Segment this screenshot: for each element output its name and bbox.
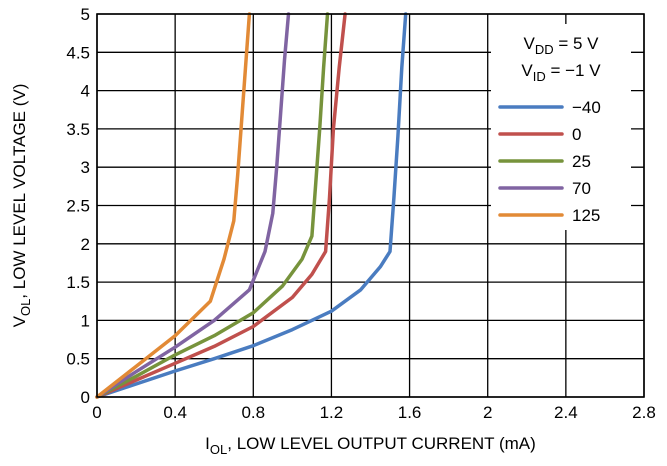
x-tick-label: 1.2 bbox=[320, 403, 344, 422]
series-line-4 bbox=[95, 12, 252, 399]
x-axis-title-sub: OL bbox=[210, 442, 227, 457]
condition-vdd-sub: DD bbox=[535, 42, 554, 57]
legend: −40 0 25 70 125 bbox=[498, 98, 601, 225]
x-axis-title-rest: , LOW LEVEL OUTPUT CURRENT (mA) bbox=[227, 434, 536, 453]
legend-background bbox=[491, 24, 631, 230]
y-axis-title-sub: OL bbox=[18, 299, 33, 316]
legend-label: 70 bbox=[572, 179, 591, 198]
x-tick-label: 1.6 bbox=[398, 403, 422, 422]
y-axis-title-rest: , LOW LEVEL VOLTAGE (V) bbox=[10, 84, 29, 299]
legend-label: 0 bbox=[572, 125, 581, 144]
series-line-0 bbox=[95, 12, 408, 399]
legend-label: −40 bbox=[572, 98, 601, 117]
tick-labels: 0 0.4 0.8 1.2 1.6 2 2.4 2.8 0 0.5 1 1.5 2 2.5 3 3.5 4 4.5… bbox=[66, 5, 655, 422]
condition-vdd-rest: = 5 V bbox=[554, 34, 600, 53]
legend-label: 25 bbox=[572, 152, 591, 171]
y-axis-title-main: V bbox=[10, 315, 29, 327]
x-tick-label: 2.4 bbox=[554, 403, 578, 422]
y-tick-label: 0 bbox=[81, 388, 90, 407]
x-tick-label: 2 bbox=[483, 403, 492, 422]
legend-label: 125 bbox=[572, 206, 600, 225]
y-tick-label: 1.5 bbox=[66, 273, 90, 292]
condition-vid-main: V bbox=[521, 61, 533, 80]
series-line-3 bbox=[95, 12, 291, 399]
y-tick-label: 4.5 bbox=[66, 43, 90, 62]
y-tick-label: 3 bbox=[81, 158, 90, 177]
plot-frame bbox=[96, 13, 645, 398]
y-tick-label: 3.5 bbox=[66, 120, 90, 139]
condition-vdd-main: V bbox=[523, 34, 535, 53]
condition-vdd: VDD = 5 V bbox=[523, 34, 599, 57]
y-axis-title: VOL, LOW LEVEL VOLTAGE (V) bbox=[10, 84, 33, 328]
y-tick-label: 2.5 bbox=[66, 197, 90, 216]
y-tick-label: 5 bbox=[81, 5, 90, 24]
x-tick-label: 0.4 bbox=[163, 403, 187, 422]
condition-vid-sub: ID bbox=[533, 69, 546, 84]
series-line-1 bbox=[95, 12, 347, 399]
x-axis-title-main: I bbox=[205, 434, 210, 453]
y-tick-label: 1 bbox=[81, 311, 90, 330]
condition-vid: VID = −1 V bbox=[521, 61, 601, 84]
series-line-2 bbox=[95, 12, 330, 399]
x-axis-title: IOL, LOW LEVEL OUTPUT CURRENT (mA) bbox=[205, 434, 536, 457]
x-tick-label: 0 bbox=[92, 403, 101, 422]
y-tick-label: 0.5 bbox=[66, 350, 90, 369]
series-layer bbox=[95, 12, 408, 399]
x-tick-label: 2.8 bbox=[632, 403, 656, 422]
condition-vid-rest: = −1 V bbox=[546, 61, 601, 80]
y-tick-label: 4 bbox=[81, 82, 90, 101]
x-tick-label: 0.8 bbox=[241, 403, 265, 422]
y-tick-label: 2 bbox=[81, 235, 90, 254]
